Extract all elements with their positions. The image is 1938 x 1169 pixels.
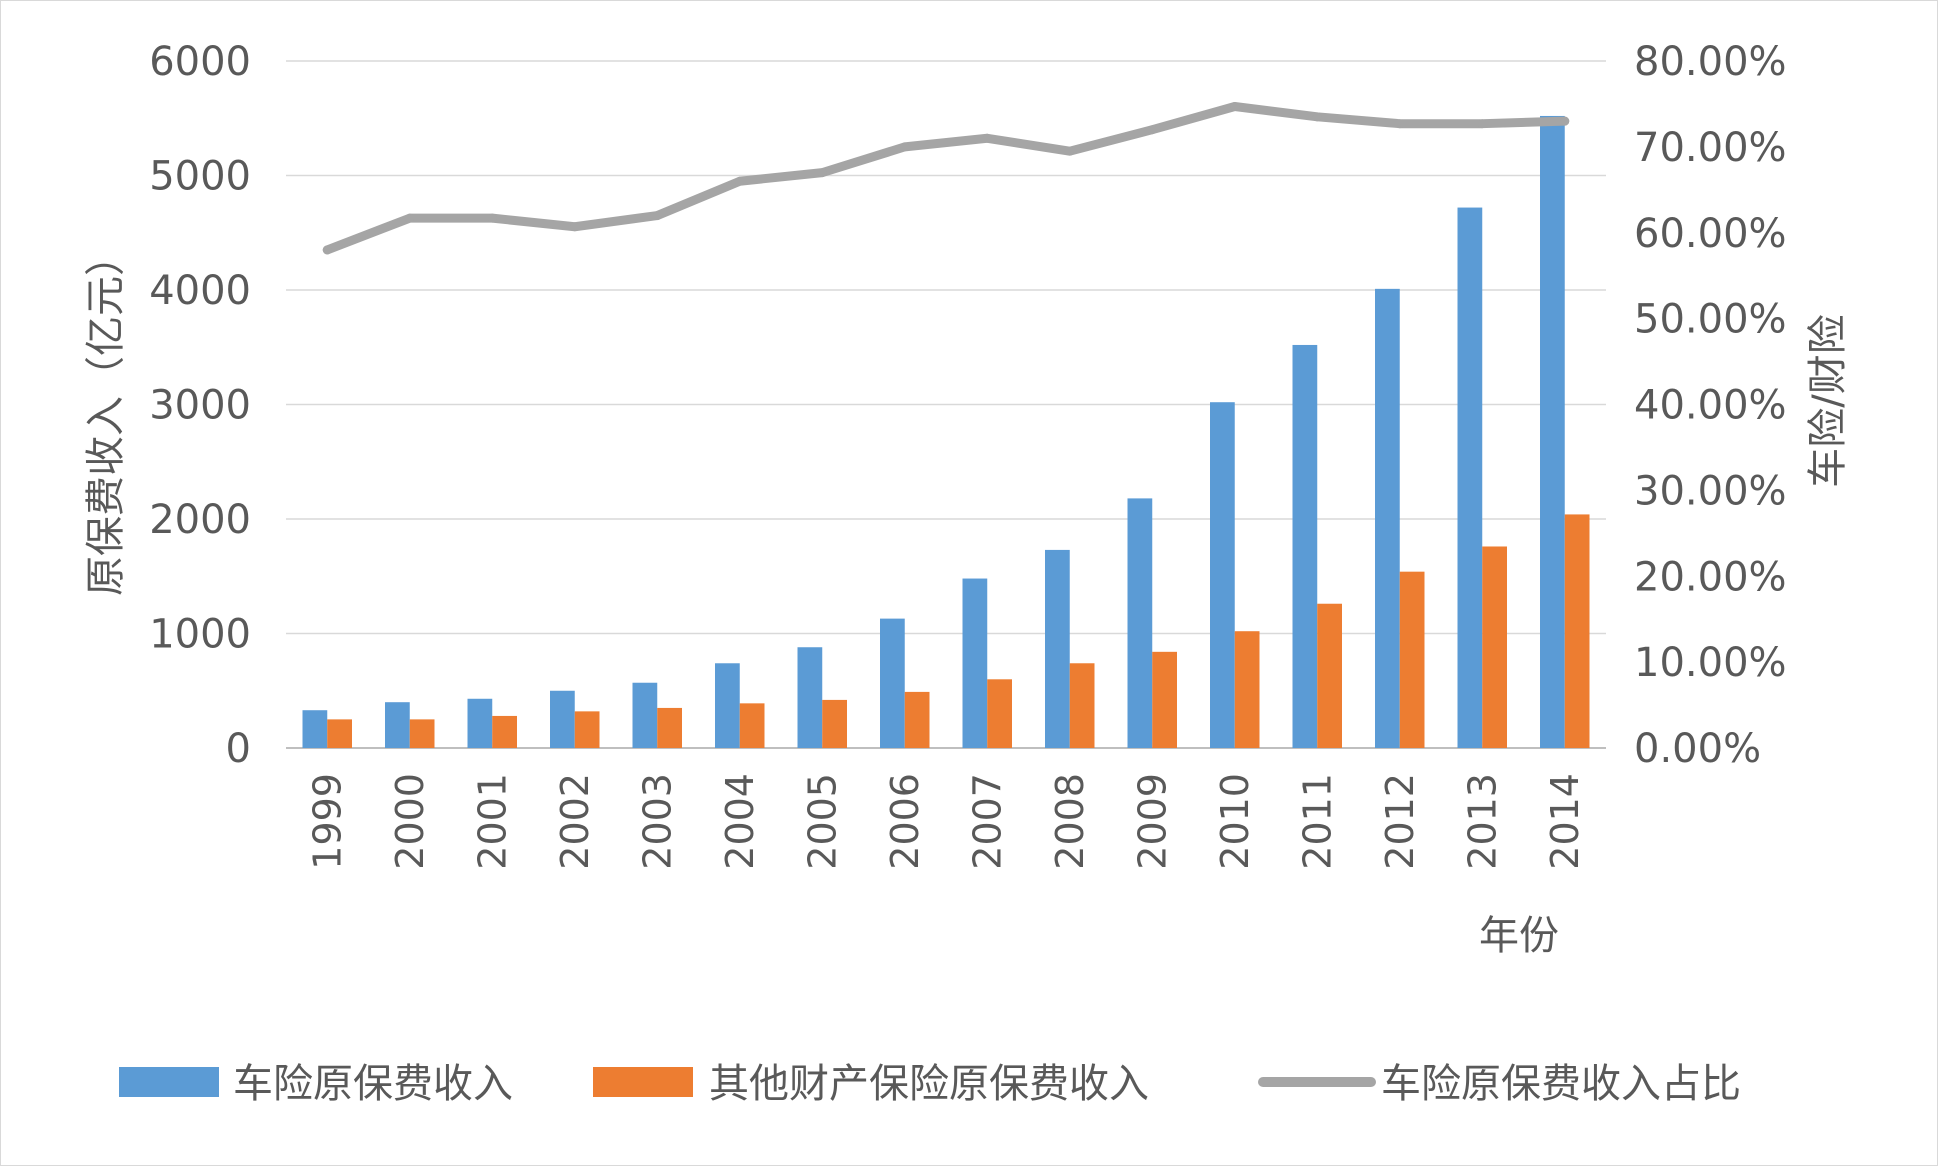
bar-other-premium-2014 (1564, 514, 1590, 748)
bar-car-premium-2009 (1127, 498, 1153, 748)
bars (302, 115, 1590, 748)
point-car-ratio-2004 (735, 176, 745, 186)
bar-other-premium-2007 (987, 679, 1012, 748)
point-car-ratio-2006 (900, 142, 910, 152)
bar-other-premium-2004 (739, 703, 765, 748)
bar-car-premium-2010 (1210, 402, 1235, 748)
x-tick-label: 2011 (1295, 773, 1339, 870)
y2-tick-label: 20.00% (1634, 554, 1787, 600)
bar-other-premium-2011 (1317, 603, 1342, 748)
point-car-ratio-1999 (322, 245, 332, 255)
bar-car-premium-1999 (302, 710, 328, 748)
bar-other-premium-2000 (409, 719, 435, 748)
x-tick-label: 2010 (1213, 773, 1257, 870)
bar-other-premium-2009 (1152, 651, 1177, 748)
bar-car-premium-2008 (1045, 549, 1070, 748)
bar-car-premium-2005 (797, 647, 823, 748)
bar-car-premium-2006 (880, 618, 905, 748)
x-tick-label: 2003 (635, 773, 679, 870)
bar-other-premium-2002 (574, 711, 600, 748)
x-axis-ticks: 1999 2000 2001 2002 2003 2004 2005 2006 2007 2008… (305, 773, 1587, 870)
x-tick-label: 2005 (800, 773, 844, 870)
point-car-ratio-2000 (405, 213, 415, 223)
point-car-ratio-2007 (982, 133, 992, 143)
x-tick-label: 2013 (1460, 773, 1504, 870)
y-tick-label: 0 (226, 726, 251, 772)
y-tick-label: 3000 (149, 383, 251, 429)
point-car-ratio-2011 (1312, 112, 1322, 122)
point-car-ratio-2003 (652, 211, 662, 221)
y-tick-label: 1000 (149, 612, 251, 658)
y-tick-label: 5000 (149, 154, 251, 200)
legend-label-car-premium: 车险原保费收入 (233, 1061, 513, 1107)
y-axis-right-label: 车险/财险 (1805, 314, 1851, 487)
point-car-ratio-2014 (1560, 116, 1570, 126)
bar-other-premium-2012 (1399, 571, 1425, 748)
bar-car-premium-2007 (962, 578, 988, 748)
bar-car-premium-2001 (467, 698, 493, 748)
bar-car-premium-2002 (550, 690, 575, 748)
y2-tick-label: 0.00% (1634, 726, 1761, 772)
point-car-ratio-2012 (1395, 119, 1405, 129)
point-car-ratio-2008 (1065, 146, 1075, 156)
bar-car-premium-2012 (1375, 288, 1400, 748)
bar-other-premium-2010 (1234, 631, 1260, 748)
bar-car-premium-2014 (1540, 115, 1565, 748)
point-car-ratio-2013 (1477, 119, 1487, 129)
x-tick-label: 2004 (718, 773, 762, 870)
x-tick-label: 1999 (305, 773, 349, 870)
y-axis-left-ticks: 0 1000 2000 3000 4000 5000 6000 (149, 39, 251, 772)
y2-tick-label: 40.00% (1634, 383, 1787, 429)
point-car-ratio-2002 (570, 222, 580, 232)
x-axis-label: 年份 (1479, 913, 1559, 959)
legend-swatch-other-premium (593, 1067, 693, 1097)
bar-other-premium-2001 (492, 715, 517, 748)
x-tick-label: 2007 (965, 773, 1009, 870)
ratio-line-group (322, 102, 1570, 255)
bar-other-premium-2003 (657, 707, 682, 748)
bar-car-premium-2000 (385, 702, 410, 748)
bar-other-premium-2005 (822, 699, 847, 748)
line-car-ratio (322, 102, 1570, 255)
x-tick-label: 2000 (388, 773, 432, 870)
x-tick-label: 2012 (1378, 773, 1422, 870)
y2-tick-label: 60.00% (1634, 211, 1787, 257)
bar-other-premium-2013 (1482, 546, 1507, 748)
y2-tick-label: 10.00% (1634, 640, 1787, 686)
bar-car-premium-2013 (1457, 207, 1483, 748)
bar-other-premium-2008 (1069, 663, 1095, 748)
point-car-ratio-2009 (1147, 125, 1157, 135)
y-axis-left-label: 原保费收入（亿元） (83, 236, 129, 596)
bar-car-premium-2004 (715, 663, 740, 748)
legend-swatch-car-premium (119, 1067, 219, 1097)
x-tick-label: 2001 (470, 773, 514, 870)
legend: 车险原保费收入 其他财产保险原保费收入 车险原保费收入占比 (119, 1061, 1741, 1107)
y2-tick-label: 30.00% (1634, 468, 1787, 514)
legend-label-other-premium: 其他财产保险原保费收入 (709, 1061, 1149, 1107)
bar-other-premium-2006 (904, 691, 930, 748)
point-car-ratio-2010 (1230, 102, 1240, 112)
legend-label-car-ratio: 车险原保费收入占比 (1381, 1061, 1741, 1107)
y-tick-label: 6000 (149, 39, 251, 85)
x-tick-label: 2006 (883, 773, 927, 870)
y2-tick-label: 80.00% (1634, 39, 1787, 85)
y-axis-right-ticks: 0.00% 10.00% 20.00% 30.00% 40.00% 50.00% 60.00… (1634, 39, 1787, 772)
x-tick-label: 2014 (1543, 773, 1587, 870)
y2-tick-label: 70.00% (1634, 125, 1787, 171)
point-car-ratio-2001 (487, 213, 497, 223)
x-tick-label: 2008 (1048, 773, 1092, 870)
x-tick-label: 2002 (553, 773, 597, 870)
y-tick-label: 2000 (149, 497, 251, 543)
bar-other-premium-1999 (327, 719, 352, 748)
bar-car-premium-2003 (632, 682, 658, 748)
y-tick-label: 4000 (149, 268, 251, 314)
x-tick-label: 2009 (1130, 773, 1174, 870)
bar-car-premium-2011 (1292, 344, 1318, 748)
y2-tick-label: 50.00% (1634, 297, 1787, 343)
point-car-ratio-2005 (817, 168, 827, 178)
